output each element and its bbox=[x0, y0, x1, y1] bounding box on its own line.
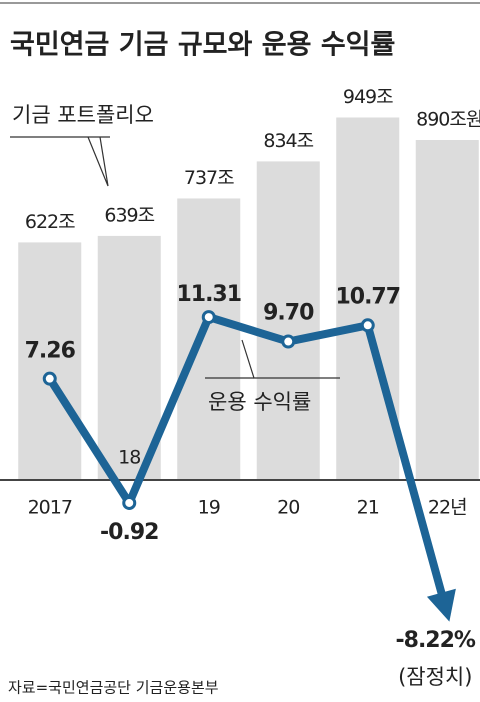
bar bbox=[336, 117, 400, 481]
bar-label: 622조 bbox=[25, 211, 75, 233]
x-tick-label: 21 bbox=[357, 497, 379, 519]
x-tick-label: 20 bbox=[277, 497, 299, 519]
legend-label: 운용 수익률 bbox=[208, 390, 311, 414]
arrowhead bbox=[426, 588, 456, 622]
x-tick-label: 19 bbox=[198, 497, 220, 519]
bar bbox=[18, 242, 82, 480]
source: 자료=국민연금공단 기금운용본부 bbox=[8, 679, 219, 697]
legend-label: 기금 포트폴리오 bbox=[12, 103, 154, 127]
line-label: -0.92 bbox=[100, 520, 158, 545]
bar-label: 834조 bbox=[263, 130, 313, 152]
x-tick-label: 22년 bbox=[428, 497, 467, 519]
annotation: (잠정치) bbox=[398, 665, 472, 689]
chart-title: 국민연금 기금 규모와 운용 수익률 bbox=[10, 30, 395, 61]
line-label: 7.26 bbox=[25, 339, 76, 364]
point bbox=[281, 334, 296, 349]
bar bbox=[177, 198, 241, 480]
line-label: 9.70 bbox=[263, 301, 314, 326]
bar bbox=[415, 140, 479, 480]
x-tick-label: 18 bbox=[118, 447, 140, 469]
return-line bbox=[46, 313, 452, 616]
bar-label: 890조원 bbox=[416, 109, 480, 131]
line-label: 11.31 bbox=[176, 282, 241, 307]
line-label: 10.77 bbox=[335, 284, 400, 309]
point bbox=[122, 495, 137, 510]
line-label: -8.22% bbox=[396, 628, 476, 653]
bar-label: 949조 bbox=[343, 86, 393, 108]
point bbox=[360, 318, 375, 333]
bar bbox=[97, 235, 161, 480]
callout-pointer bbox=[87, 136, 109, 187]
bar bbox=[256, 161, 320, 481]
point bbox=[42, 371, 57, 386]
bar-label: 737조 bbox=[184, 167, 234, 189]
point bbox=[201, 310, 216, 325]
x-tick-label: 2017 bbox=[28, 497, 72, 519]
bar-label: 639조 bbox=[104, 204, 154, 226]
